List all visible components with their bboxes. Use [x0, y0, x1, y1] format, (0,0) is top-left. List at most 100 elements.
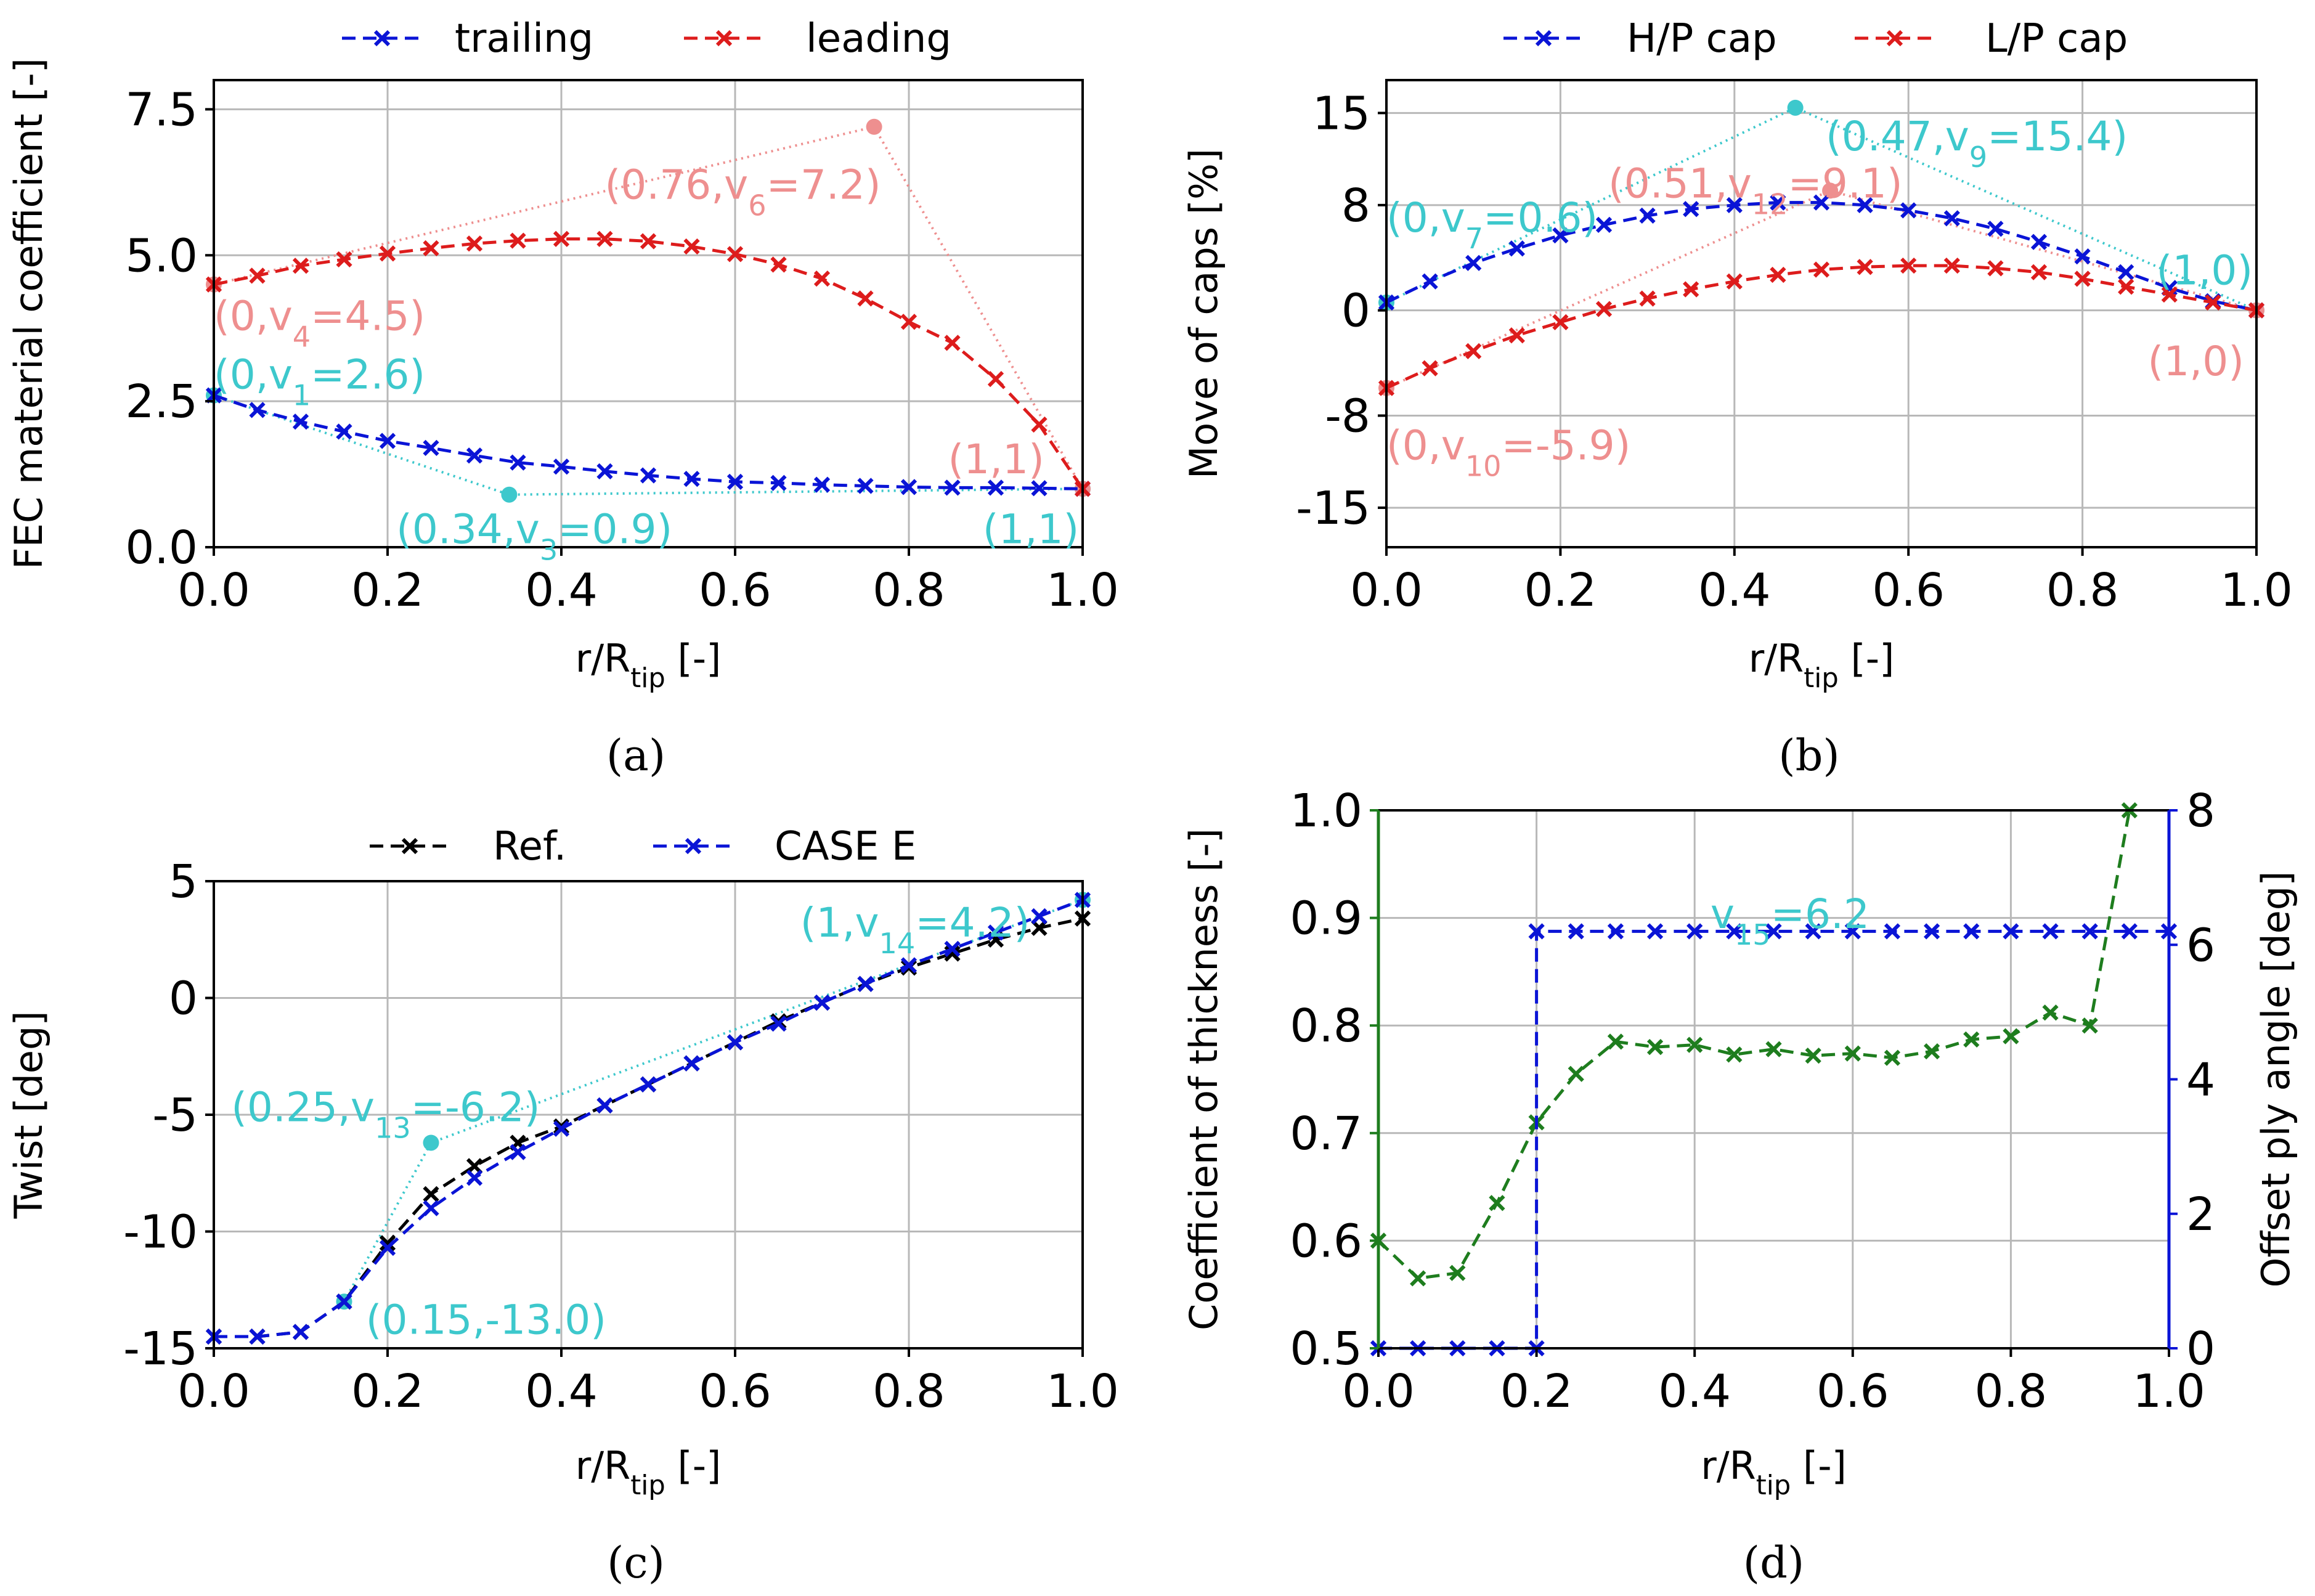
- y-tick-label: 0.5: [1290, 1322, 1362, 1375]
- data-point: [1508, 327, 1525, 344]
- y-tick-label: 0.0: [125, 521, 198, 574]
- data-point: [726, 473, 744, 491]
- data-point: [857, 975, 874, 992]
- data-point: [466, 235, 483, 252]
- data-point: [1813, 194, 1830, 211]
- data-point: [249, 267, 266, 284]
- data-point: [1646, 1038, 1664, 1056]
- legend-marker: [373, 30, 391, 47]
- chart-panel-1: 0.0 0.2 0.4 0.6 0.8 1.0 0.0 2.5 5.0 7.5 r/Rtip [-]…: [6, 16, 1119, 781]
- x-tick-label: 1.0: [1046, 564, 1119, 617]
- data-point: [379, 1235, 396, 1252]
- y-tick-label: 5.0: [125, 229, 198, 282]
- data-point: [640, 1076, 657, 1093]
- x-tick-label: 0.0: [177, 564, 250, 617]
- panel-label: (c): [607, 1537, 665, 1588]
- data-point: [1770, 266, 1786, 283]
- data-point: [1465, 343, 1482, 359]
- data-point: [1639, 207, 1656, 224]
- y-tick-label: 0.6: [1290, 1215, 1362, 1268]
- data-point: [1726, 273, 1743, 290]
- series-line: [1377, 810, 2131, 1280]
- data-point: [1686, 1036, 1703, 1053]
- series-line: [1385, 264, 2257, 389]
- y-axis-label: FEC material coefficient [-]: [6, 58, 51, 569]
- data-point: [336, 251, 352, 268]
- legend-marker: [1535, 30, 1552, 47]
- data-point: [466, 1158, 483, 1175]
- data-point: [379, 1239, 396, 1256]
- data-point: [1607, 1033, 1624, 1050]
- chart-panel-2: 0.0 0.2 0.4 0.6 0.8 1.0 15 8 0 -8 -15 r/Rtip [-] Mov…: [1181, 16, 2293, 781]
- data-point: [423, 1200, 439, 1216]
- data-point: [683, 238, 700, 255]
- data-point: [2081, 923, 2098, 940]
- annotation-label: (1,v14=4.2): [800, 899, 1030, 960]
- y-tick-label: -5: [152, 1089, 198, 1142]
- annotation-label: (0.51,v12=9.1): [1608, 160, 1903, 221]
- data-point: [1639, 290, 1656, 307]
- data-point: [987, 479, 1004, 496]
- data-point: [1552, 314, 1569, 331]
- data-point: [1031, 919, 1048, 936]
- data-point: [1607, 923, 1624, 940]
- data-point: [510, 1144, 526, 1160]
- x-tick-label: 1.0: [2220, 564, 2293, 617]
- data-point: [1765, 1041, 1782, 1057]
- x-tick-label: 1.0: [1046, 1365, 1119, 1418]
- x-tick-label: 0.4: [1658, 1365, 1731, 1418]
- data-point: [379, 245, 396, 262]
- data-point: [1900, 202, 1917, 219]
- panel-label: (d): [1743, 1537, 1804, 1588]
- plot-frame: [213, 79, 1084, 548]
- x-tick-label: 1.0: [2133, 1365, 2205, 1418]
- data-point: [2074, 271, 2091, 287]
- y-tick-label: -10: [123, 1206, 198, 1259]
- data-point: [683, 471, 700, 487]
- x-tick-label: 0.4: [1698, 564, 1771, 617]
- y-right-tick-label: 8: [2186, 784, 2215, 837]
- data-point: [1449, 1264, 1466, 1281]
- annotation-label: (0,v4=4.5): [214, 293, 425, 354]
- data-point: [292, 258, 309, 274]
- y-tick-label: 0.9: [1290, 892, 1362, 945]
- data-point: [2081, 1017, 2098, 1034]
- y-right-tick-label: 4: [2186, 1054, 2215, 1107]
- data-point: [1508, 240, 1525, 257]
- y-tick-label: 8: [1341, 179, 1370, 232]
- legend-marker: [715, 30, 733, 47]
- data-point: [1568, 1065, 1584, 1082]
- data-point: [1465, 254, 1482, 271]
- data-point: [1844, 923, 1861, 940]
- data-point: [553, 230, 570, 247]
- x-axis-label: r/Rtip [-]: [1701, 1443, 1847, 1501]
- data-point: [1528, 923, 1545, 940]
- data-point: [1987, 221, 2004, 237]
- data-point: [379, 433, 396, 449]
- data-point: [857, 478, 874, 494]
- x-tick-label: 0.2: [351, 1365, 424, 1418]
- data-point: [770, 474, 787, 491]
- control-point: [866, 118, 882, 135]
- annotation-label: (0,v10=-5.9): [1386, 422, 1630, 483]
- annotation-label: (0.34,v3=0.9): [396, 506, 672, 567]
- data-point: [1646, 923, 1664, 940]
- data-point: [944, 479, 961, 496]
- data-point: [1900, 257, 1917, 274]
- data-point: [249, 1328, 266, 1345]
- x-tick-label: 0.2: [1500, 1365, 1573, 1418]
- annotation-label: (0.25,v13=-6.2): [231, 1084, 540, 1145]
- data-point: [1595, 216, 1613, 233]
- plot-frame: [1385, 79, 2258, 548]
- data-point: [813, 994, 831, 1011]
- y-axis-label: Twist [deg]: [6, 1011, 51, 1219]
- x-tick-label: 0.2: [1524, 564, 1597, 617]
- data-point: [900, 957, 917, 974]
- data-point: [726, 1034, 744, 1051]
- y-tick-label: 0.8: [1290, 1000, 1362, 1052]
- data-point: [1805, 1047, 1821, 1064]
- x-tick-label: 0.0: [1350, 564, 1423, 617]
- data-point: [2030, 234, 2048, 250]
- data-point: [944, 940, 961, 958]
